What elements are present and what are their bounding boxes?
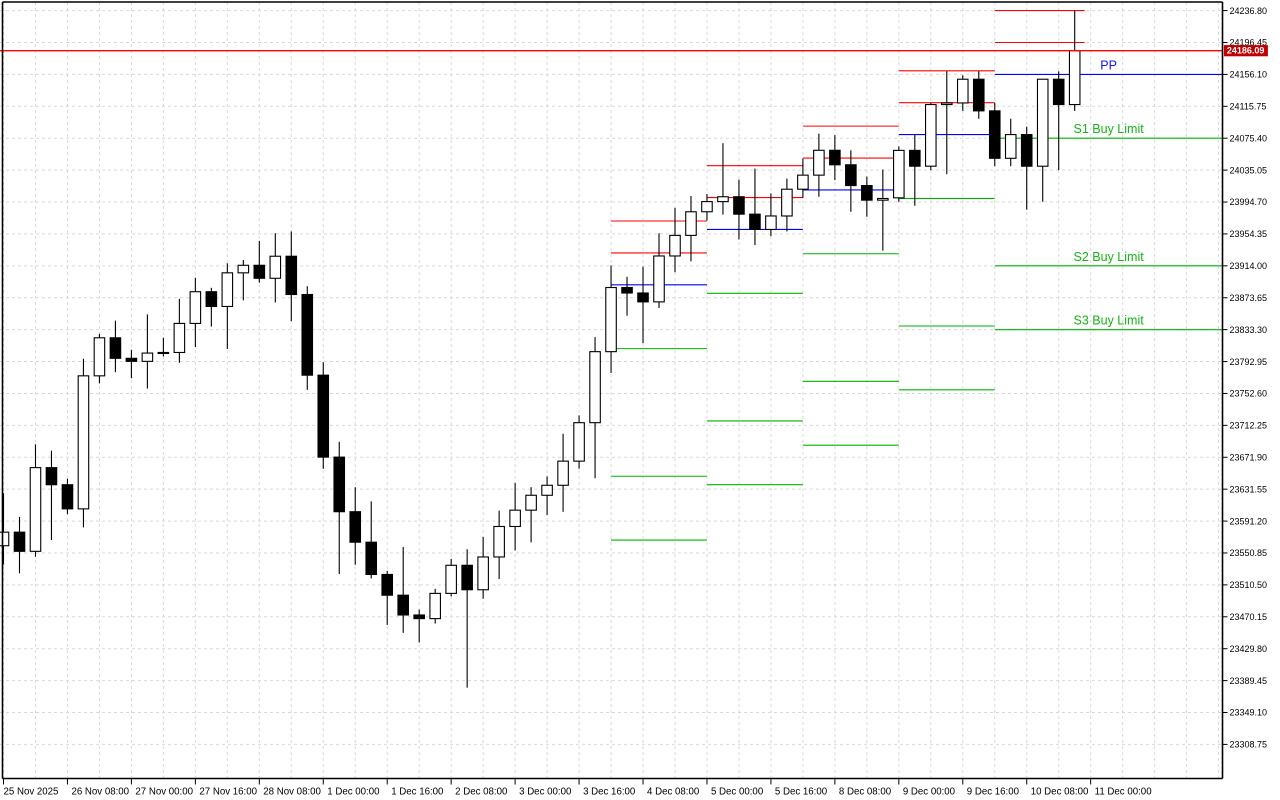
svg-text:23389.45: 23389.45: [1230, 676, 1268, 686]
svg-text:23349.10: 23349.10: [1230, 708, 1268, 718]
svg-text:24075.40: 24075.40: [1230, 133, 1268, 143]
svg-text:23914.00: 23914.00: [1230, 261, 1268, 271]
svg-text:3 Dec 00:00: 3 Dec 00:00: [519, 787, 572, 798]
svg-text:23671.90: 23671.90: [1230, 452, 1268, 462]
svg-text:8 Dec 08:00: 8 Dec 08:00: [839, 787, 892, 798]
svg-text:23873.65: 23873.65: [1230, 293, 1268, 303]
svg-text:27 Nov 16:00: 27 Nov 16:00: [199, 787, 257, 798]
svg-text:23833.30: 23833.30: [1230, 325, 1268, 335]
svg-text:3 Dec 16:00: 3 Dec 16:00: [583, 787, 636, 798]
svg-text:24236.80: 24236.80: [1230, 6, 1268, 16]
svg-text:23308.75: 23308.75: [1230, 740, 1268, 750]
svg-text:24115.75: 24115.75: [1230, 102, 1267, 112]
svg-text:23429.80: 23429.80: [1230, 644, 1268, 654]
svg-text:23994.70: 23994.70: [1230, 197, 1268, 207]
svg-text:23591.20: 23591.20: [1230, 516, 1268, 526]
svg-text:S3 Buy Limit: S3 Buy Limit: [1074, 314, 1145, 328]
svg-text:23792.95: 23792.95: [1230, 357, 1268, 367]
svg-text:2 Dec 08:00: 2 Dec 08:00: [455, 787, 508, 798]
svg-text:1 Dec 16:00: 1 Dec 16:00: [391, 787, 444, 798]
svg-text:4 Dec 08:00: 4 Dec 08:00: [647, 787, 700, 798]
svg-text:23510.50: 23510.50: [1230, 580, 1268, 590]
svg-text:23550.85: 23550.85: [1230, 548, 1268, 558]
svg-text:26 Nov 08:00: 26 Nov 08:00: [71, 787, 129, 798]
svg-text:23712.25: 23712.25: [1230, 421, 1268, 431]
svg-text:23752.60: 23752.60: [1230, 389, 1268, 399]
svg-text:25 Nov 2025: 25 Nov 2025: [4, 787, 59, 798]
svg-text:S2 Buy Limit: S2 Buy Limit: [1074, 250, 1145, 264]
svg-text:23470.15: 23470.15: [1230, 612, 1268, 622]
svg-text:9 Dec 16:00: 9 Dec 16:00: [967, 787, 1020, 798]
svg-text:S1 Buy Limit: S1 Buy Limit: [1074, 122, 1145, 136]
svg-text:23954.35: 23954.35: [1230, 229, 1268, 239]
svg-text:9 Dec 00:00: 9 Dec 00:00: [903, 787, 956, 798]
svg-text:24156.10: 24156.10: [1230, 70, 1268, 80]
svg-text:1 Dec 00:00: 1 Dec 00:00: [327, 787, 380, 798]
svg-text:10 Dec 08:00: 10 Dec 08:00: [1031, 787, 1089, 798]
svg-text:5 Dec 00:00: 5 Dec 00:00: [711, 787, 764, 798]
svg-text:27 Nov 00:00: 27 Nov 00:00: [135, 787, 193, 798]
svg-text:24186.09: 24186.09: [1227, 46, 1265, 56]
svg-text:28 Nov 08:00: 28 Nov 08:00: [263, 787, 321, 798]
svg-text:5 Dec 16:00: 5 Dec 16:00: [775, 787, 828, 798]
svg-text:11 Dec 00:00: 11 Dec 00:00: [1095, 787, 1153, 798]
svg-text:23631.55: 23631.55: [1230, 484, 1268, 494]
svg-text:PP: PP: [1100, 58, 1117, 72]
svg-text:24035.05: 24035.05: [1230, 165, 1268, 175]
